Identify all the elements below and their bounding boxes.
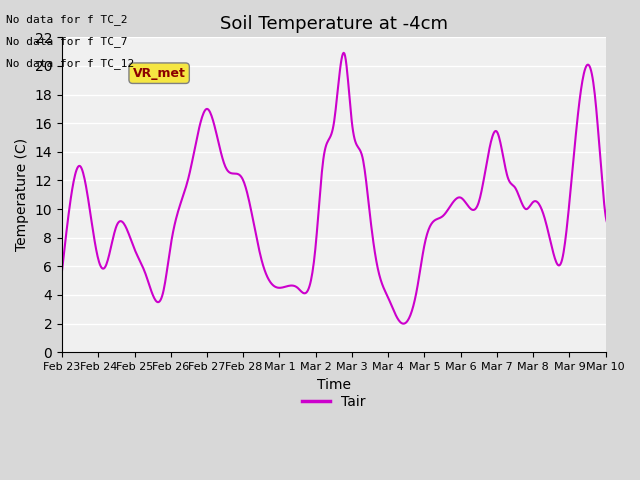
Text: No data for f TC_7: No data for f TC_7 [6,36,128,47]
X-axis label: Time: Time [317,377,351,392]
Text: No data for f TC_2: No data for f TC_2 [6,14,128,25]
Y-axis label: Temperature (C): Temperature (C) [15,138,29,252]
Title: Soil Temperature at -4cm: Soil Temperature at -4cm [220,15,448,33]
Legend: Tair: Tair [296,389,371,415]
Text: No data for f TC_12: No data for f TC_12 [6,58,134,69]
Text: VR_met: VR_met [132,67,186,80]
